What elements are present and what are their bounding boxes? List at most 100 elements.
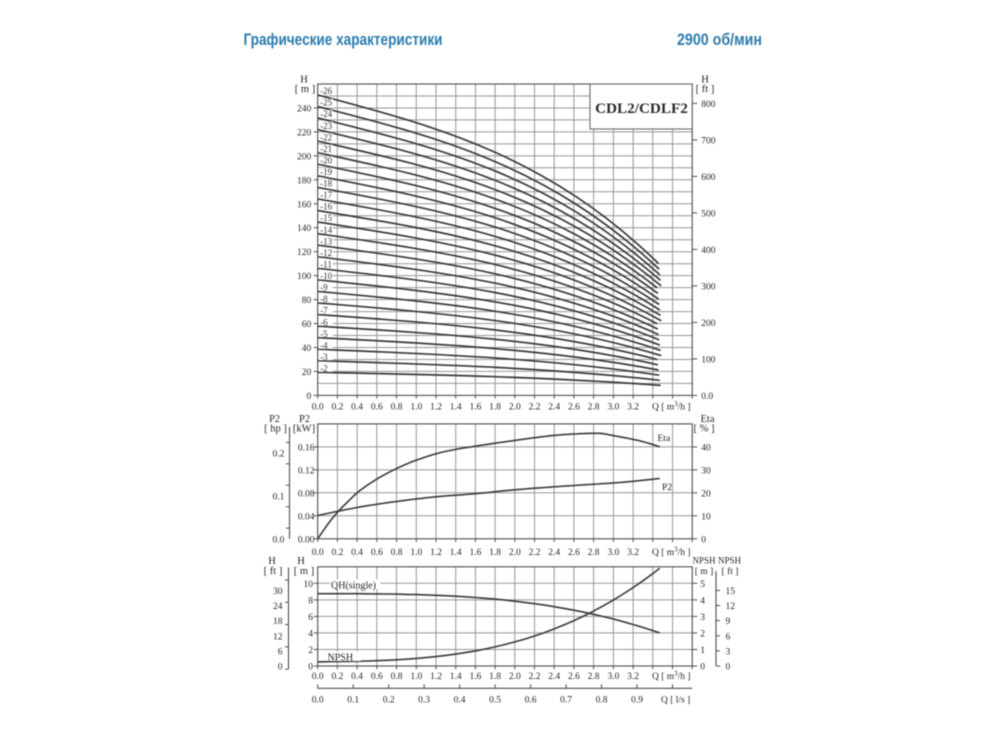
svg-text:[ m ]: [ m ] (294, 566, 314, 577)
svg-text:2900 об/мин: 2900 об/мин (677, 30, 762, 49)
svg-text:-17: -17 (320, 190, 332, 200)
svg-text:0.00: 0.00 (298, 535, 315, 545)
svg-text:24: 24 (273, 602, 283, 612)
svg-text:2.2: 2.2 (529, 672, 541, 682)
svg-text:160: 160 (297, 200, 312, 210)
svg-text:1.0: 1.0 (410, 672, 422, 682)
svg-text:0.0: 0.0 (312, 402, 324, 412)
svg-text:0.2: 0.2 (331, 402, 343, 412)
svg-text:-15: -15 (320, 213, 332, 223)
svg-text:2.6: 2.6 (568, 672, 580, 682)
svg-text:Q [ m3/h ]: Q [ m3/h ] (652, 670, 691, 683)
svg-text:1.6: 1.6 (469, 672, 481, 682)
svg-text:120: 120 (297, 248, 312, 258)
svg-text:2.0: 2.0 (509, 672, 521, 682)
svg-text:P2: P2 (269, 414, 280, 425)
svg-text:1.8: 1.8 (489, 402, 501, 412)
svg-text:6: 6 (308, 613, 313, 623)
svg-text:2.8: 2.8 (588, 402, 600, 412)
svg-text:[ ft ]: [ ft ] (264, 566, 283, 577)
svg-text:1.2: 1.2 (430, 672, 442, 682)
svg-text:700: 700 (701, 136, 716, 146)
svg-text:0.5: 0.5 (489, 695, 501, 705)
svg-text:-21: -21 (320, 144, 332, 154)
svg-text:2.4: 2.4 (548, 548, 560, 558)
svg-text:3: 3 (726, 647, 731, 657)
svg-text:30: 30 (273, 587, 283, 597)
svg-text:20: 20 (701, 489, 711, 499)
svg-text:-9: -9 (320, 283, 328, 293)
svg-text:Графические характеристики: Графические характеристики (244, 30, 443, 49)
svg-text:2.8: 2.8 (588, 672, 600, 682)
svg-text:NPSH: NPSH (692, 556, 716, 566)
svg-text:100: 100 (701, 355, 716, 365)
svg-text:0.9: 0.9 (631, 695, 643, 705)
svg-text:P2: P2 (299, 414, 310, 425)
svg-text:2.0: 2.0 (509, 402, 521, 412)
svg-text:10: 10 (701, 512, 711, 522)
svg-text:2.2: 2.2 (529, 402, 541, 412)
svg-text:0.4: 0.4 (351, 548, 363, 558)
svg-text:1.4: 1.4 (450, 672, 462, 682)
svg-text:100: 100 (297, 272, 312, 282)
svg-text:-19: -19 (320, 167, 332, 177)
svg-text:2.2: 2.2 (529, 548, 541, 558)
svg-text:0.16: 0.16 (298, 443, 315, 453)
svg-text:-26: -26 (320, 86, 332, 96)
svg-text:140: 140 (297, 224, 312, 234)
svg-text:0.8: 0.8 (596, 695, 608, 705)
svg-text:Q [ m3/h ]: Q [ m3/h ] (652, 400, 691, 413)
svg-text:200: 200 (701, 319, 716, 329)
svg-text:8: 8 (308, 596, 313, 606)
svg-text:[kW]: [kW] (293, 424, 315, 435)
svg-text:2.4: 2.4 (548, 672, 560, 682)
svg-text:240: 240 (297, 105, 312, 115)
svg-text:-8: -8 (320, 294, 328, 304)
svg-text:40: 40 (701, 443, 711, 453)
svg-text:NPSH: NPSH (328, 652, 354, 663)
svg-text:-14: -14 (320, 225, 332, 235)
svg-text:1.4: 1.4 (450, 548, 462, 558)
svg-text:0.2: 0.2 (383, 695, 395, 705)
svg-text:H: H (701, 75, 709, 86)
svg-text:3.0: 3.0 (607, 548, 619, 558)
svg-text:0.1: 0.1 (273, 493, 285, 503)
svg-text:[ m ]: [ m ] (295, 84, 315, 95)
svg-text:0.2: 0.2 (331, 672, 343, 682)
svg-text:[ ft ]: [ ft ] (722, 566, 739, 577)
svg-text:2: 2 (700, 629, 705, 639)
svg-text:-23: -23 (320, 121, 332, 131)
svg-text:0.0: 0.0 (273, 535, 285, 545)
svg-text:1: 1 (700, 646, 705, 656)
svg-text:[ % ]: [ % ] (694, 424, 715, 435)
svg-text:6: 6 (726, 632, 731, 642)
svg-text:-12: -12 (320, 248, 332, 258)
svg-text:0.7: 0.7 (560, 695, 572, 705)
svg-text:P2: P2 (662, 483, 672, 493)
svg-text:3.0: 3.0 (607, 402, 619, 412)
svg-text:0.4: 0.4 (351, 672, 363, 682)
svg-text:0: 0 (278, 663, 283, 673)
svg-text:4: 4 (700, 596, 705, 606)
svg-text:20: 20 (302, 368, 312, 378)
svg-text:Eta: Eta (658, 434, 671, 444)
svg-text:-11: -11 (320, 260, 332, 270)
svg-text:3.2: 3.2 (627, 402, 639, 412)
svg-text:2.6: 2.6 (568, 402, 580, 412)
svg-text:0: 0 (701, 535, 706, 545)
svg-text:400: 400 (701, 246, 716, 256)
svg-text:60: 60 (302, 320, 312, 330)
svg-text:H: H (268, 556, 276, 567)
svg-text:2: 2 (308, 646, 313, 656)
svg-text:800: 800 (701, 100, 716, 110)
svg-text:200: 200 (297, 152, 312, 162)
svg-text:0.1: 0.1 (347, 695, 359, 705)
svg-text:0.04: 0.04 (298, 512, 315, 522)
svg-text:-22: -22 (320, 132, 332, 142)
svg-text:0.6: 0.6 (371, 548, 383, 558)
svg-text:2.6: 2.6 (568, 548, 580, 558)
svg-text:0.4: 0.4 (454, 695, 466, 705)
svg-text:0.6: 0.6 (371, 672, 383, 682)
svg-text:1.6: 1.6 (469, 402, 481, 412)
svg-text:0: 0 (308, 663, 313, 673)
